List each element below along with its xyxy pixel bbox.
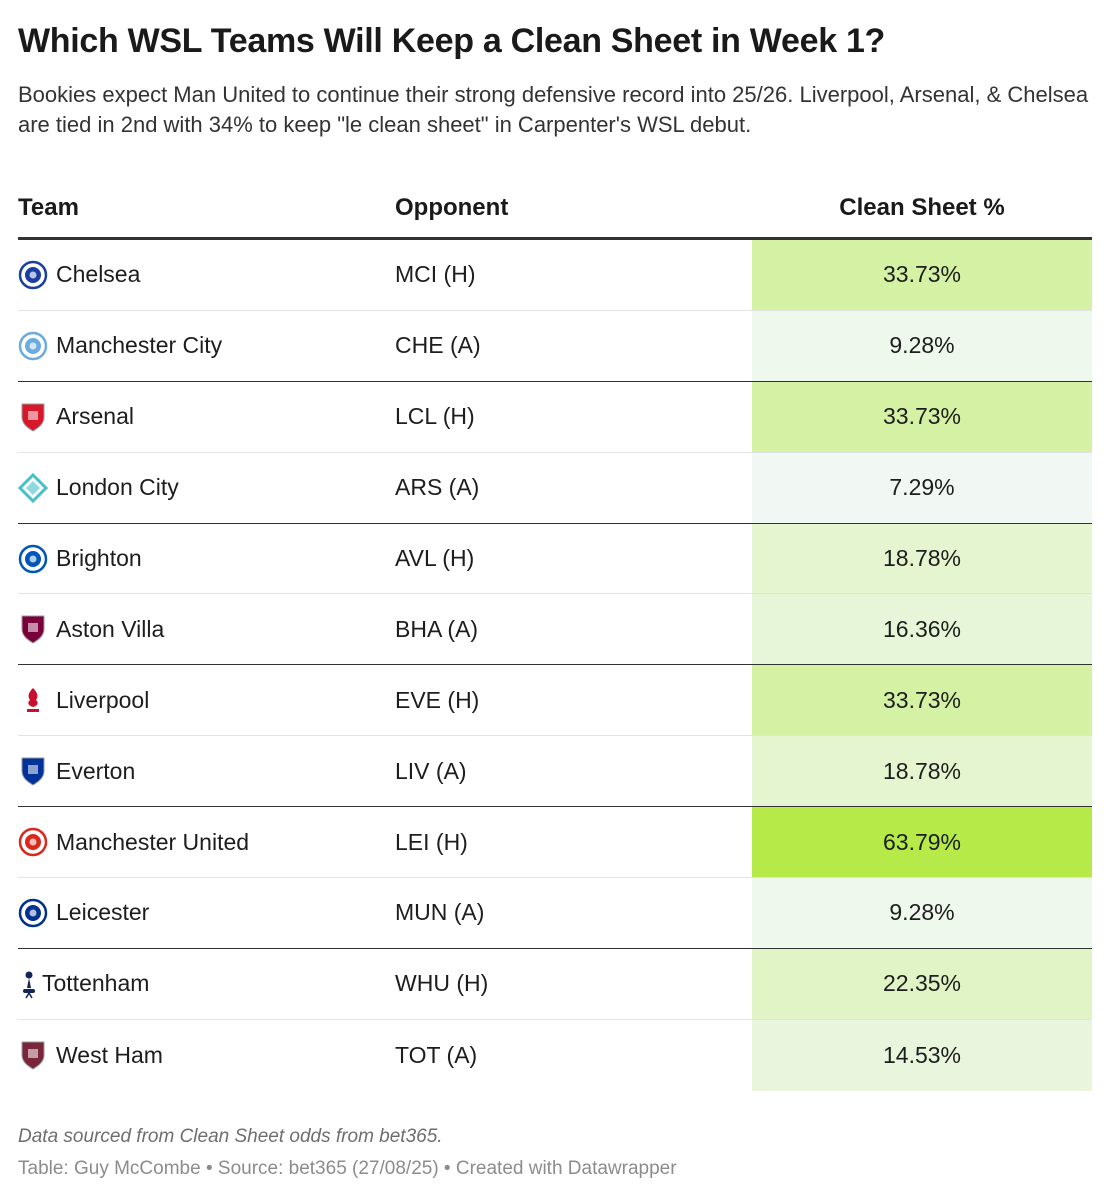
chart-title: Which WSL Teams Will Keep a Clean Sheet … (18, 22, 886, 60)
leicester-crest-icon (18, 898, 48, 928)
table-row: Manchester City CHE (A) 9.28% (18, 310, 1092, 382)
opponent-cell: AVL (H) (395, 545, 475, 571)
team-cell: Chelsea (18, 240, 140, 310)
manchester-united-crest-icon (18, 827, 48, 857)
aston-villa-crest-icon (21, 615, 45, 644)
clean-sheet-cell: 18.78% (752, 736, 1092, 807)
clean-sheet-cell: 14.53% (752, 1019, 1092, 1091)
manchester-city-crest-icon (18, 331, 48, 361)
tottenham-crest-icon (23, 971, 35, 999)
header-opponent[interactable]: Opponent (395, 194, 509, 221)
team-cell: Manchester City (18, 311, 222, 381)
team-cell: Everton (18, 736, 135, 806)
team-cell: Manchester United (18, 807, 249, 877)
chart-subtitle: Bookies expect Man United to continue th… (18, 82, 1089, 137)
team-cell: London City (18, 453, 179, 523)
table-row: West Ham TOT (A) 14.53% (18, 1019, 1092, 1091)
clean-sheet-table: Team Opponent Clean Sheet % Chelsea MCI (… (18, 180, 1092, 1091)
table-row: Leicester MUN (A) 9.28% (18, 878, 1092, 949)
team-name: Arsenal (56, 403, 134, 430)
london-city-crest-icon (18, 472, 48, 503)
team-name: Brighton (56, 545, 142, 571)
everton-crest-icon (21, 757, 45, 786)
team-name: Leicester (56, 899, 150, 926)
table-header: Team Opponent Clean Sheet % (18, 180, 1092, 240)
table-row: Liverpool EVE (H) 33.73% (18, 665, 1092, 737)
team-name: Tottenham (42, 970, 150, 997)
header-clean-sheet[interactable]: Clean Sheet % (839, 194, 1005, 221)
clean-sheet-cell: 7.29% (752, 452, 1092, 523)
west-ham-crest-icon (21, 1041, 45, 1070)
team-cell: Liverpool (18, 665, 149, 735)
clean-sheet-cell: 9.28% (752, 878, 1092, 948)
opponent-cell: CHE (A) (395, 332, 481, 359)
opponent-cell: ARS (A) (395, 474, 480, 501)
opponent-cell: EVE (H) (395, 686, 480, 713)
arsenal-crest-icon (21, 403, 45, 432)
team-name: London City (56, 474, 179, 501)
table-row: Everton LIV (A) 18.78% (18, 736, 1092, 808)
team-cell: Tottenham (18, 949, 149, 1019)
clean-sheet-cell: 33.73% (752, 381, 1092, 452)
opponent-cell: LCL (H) (395, 403, 475, 430)
clean-sheet-cell: 16.36% (752, 594, 1092, 665)
team-cell: Leicester (18, 878, 149, 948)
liverpool-crest-icon (27, 688, 39, 713)
team-name: Aston Villa (56, 615, 165, 642)
table-body: Chelsea MCI (H) 33.73% Manchester City CHE (… (18, 240, 1092, 1091)
opponent-cell: LIV (A) (395, 757, 467, 784)
chelsea-crest-icon (18, 260, 48, 290)
clean-sheet-cell: 22.35% (752, 948, 1092, 1019)
table-row: Chelsea MCI (H) 33.73% (18, 240, 1092, 311)
team-cell: West Ham (18, 1020, 163, 1091)
team-cell: Brighton (18, 524, 142, 594)
team-name: Manchester United (56, 828, 250, 855)
opponent-cell: WHU (H) (395, 970, 489, 997)
team-name: West Ham (56, 1041, 163, 1068)
chart-footer: Table: Guy McCombe • Source: bet365 (27/… (18, 1158, 677, 1179)
clean-sheet-cell: 33.73% (752, 240, 1092, 310)
table-row: London City ARS (A) 7.29% (18, 452, 1092, 524)
team-cell: Aston Villa (18, 594, 164, 664)
table-row: Tottenham WHU (H) 22.35% (18, 948, 1092, 1020)
clean-sheet-cell: 9.28% (752, 310, 1092, 381)
team-name: Chelsea (56, 261, 141, 288)
team-name: Liverpool (56, 686, 150, 713)
opponent-cell: MUN (A) (395, 899, 485, 926)
clean-sheet-cell: 18.78% (752, 523, 1092, 594)
team-name: Manchester City (56, 332, 223, 359)
chart-notes: Data sourced from Clean Sheet odds from … (18, 1126, 443, 1147)
table-row: Brighton AVL (H) 18.78% (18, 523, 1092, 595)
opponent-cell: BHA (A) (395, 615, 479, 642)
table-row: Arsenal LCL (H) 33.73% (18, 381, 1092, 453)
table-row: Aston Villa BHA (A) 16.36% (18, 594, 1092, 666)
team-name: Everton (56, 757, 136, 784)
table-row: Manchester United LEI (H) 63.79% (18, 807, 1092, 879)
brighton-crest-icon (18, 544, 48, 573)
opponent-cell: LEI (H) (395, 828, 468, 855)
team-cell: Arsenal (18, 382, 134, 452)
opponent-cell: MCI (H) (395, 261, 476, 288)
clean-sheet-cell: 33.73% (752, 665, 1092, 736)
header-team[interactable]: Team (18, 194, 79, 221)
clean-sheet-cell: 63.79% (752, 807, 1092, 878)
opponent-cell: TOT (A) (395, 1041, 478, 1068)
